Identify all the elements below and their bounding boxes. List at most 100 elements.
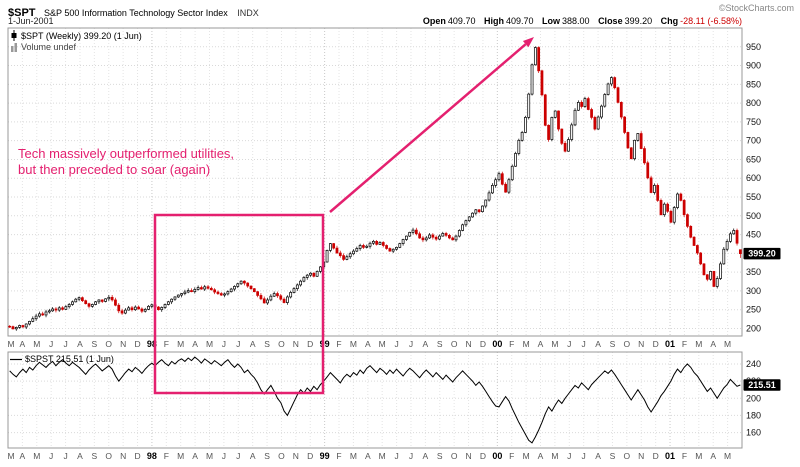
x-tick-label: A	[423, 339, 429, 349]
x-tick-label: A	[595, 451, 601, 461]
x-tick-label: A	[77, 451, 83, 461]
x-tick-label: J	[222, 451, 226, 461]
x-tick-label: D	[653, 451, 659, 461]
x-tick-label: A	[710, 339, 716, 349]
x-tick-label: M	[724, 339, 731, 349]
high-label: High	[483, 16, 504, 26]
annotation-text-line2: but then preceded to soar (again)	[18, 162, 211, 177]
x-tick-label: N	[293, 339, 299, 349]
x-tick-label: F	[336, 339, 341, 349]
x-tick-label: J	[236, 451, 240, 461]
change-label: Chg	[660, 16, 679, 26]
lower-line-series	[9, 356, 741, 444]
y-tick-label: 500	[746, 211, 761, 221]
svg-text:399.20: 399.20	[748, 249, 776, 259]
y-tick-label: 300	[746, 286, 761, 296]
x-tick-label: A	[192, 339, 198, 349]
x-tick-label: O	[451, 339, 458, 349]
x-tick-label: F	[509, 451, 514, 461]
x-tick-label: M	[206, 339, 213, 349]
x-tick-label: A	[250, 339, 256, 349]
svg-text:215.51: 215.51	[748, 380, 776, 390]
x-tick-label: F	[682, 451, 687, 461]
y-tick-label: 850	[746, 79, 761, 89]
x-tick-label: M	[350, 339, 357, 349]
ohlc-quote-line: Open 409.70 High 409.70 Low 388.00 Close 399…	[417, 16, 742, 26]
x-tick-label: F	[164, 339, 169, 349]
line-series-icon	[10, 358, 22, 360]
x-tick-label: N	[638, 451, 644, 461]
x-tick-label: 01	[665, 451, 675, 461]
x-tick-label: M	[724, 451, 731, 461]
gridlines	[8, 28, 742, 448]
x-tick-label: S	[610, 451, 616, 461]
x-tick-label: J	[394, 339, 398, 349]
x-tick-label: S	[264, 451, 270, 461]
x-tick-label: M	[7, 451, 14, 461]
annotation-text-line1: Tech massively outperformed utilities,	[18, 146, 235, 161]
main-plot-border	[7, 27, 743, 337]
x-tick-label: M	[7, 339, 14, 349]
main-legend-label: $SPT (Weekly) 399.20 (1 Jun)	[21, 30, 142, 41]
x-tick-label: M	[695, 451, 702, 461]
high-value: 409.70	[505, 16, 534, 26]
x-tick-label: A	[77, 339, 83, 349]
y-tick-label: 600	[746, 173, 761, 183]
x-tick-label: S	[92, 451, 98, 461]
x-tick-label: M	[523, 339, 530, 349]
x-tick-label: J	[63, 339, 67, 349]
y-tick-label: 800	[746, 98, 761, 108]
x-tick-label: 01	[665, 339, 675, 349]
x-tick-label: F	[164, 451, 169, 461]
x-tick-label: 99	[320, 339, 330, 349]
candlestick-icon	[11, 30, 17, 41]
copyright-notice: ©StockCharts.com	[718, 3, 794, 13]
x-tick-label: A	[538, 339, 544, 349]
x-tick-label: N	[465, 451, 471, 461]
x-tick-label: J	[567, 339, 571, 349]
x-tick-label: F	[682, 339, 687, 349]
x-tick-label: D	[134, 339, 140, 349]
y-tick-label: 950	[746, 42, 761, 52]
x-tick-label: M	[379, 339, 386, 349]
x-tick-label: M	[551, 451, 558, 461]
x-tick-label: D	[307, 451, 313, 461]
x-tick-label: A	[20, 339, 26, 349]
y-tick-label: 160	[746, 428, 761, 438]
x-tick-label: S	[610, 339, 616, 349]
x-tick-label: O	[624, 451, 631, 461]
x-tick-label: D	[307, 339, 313, 349]
x-tick-label: D	[134, 451, 140, 461]
y-tick-label: 900	[746, 61, 761, 71]
index-name: S&P 500 Information Technology Sector In…	[43, 8, 228, 18]
x-tick-label: F	[336, 451, 341, 461]
x-tick-label: M	[379, 451, 386, 461]
x-tick-label: J	[49, 451, 53, 461]
x-tick-label: J	[394, 451, 398, 461]
x-tick-label: J	[236, 339, 240, 349]
lower-legend-label: $SPST 215.51 (1 Jun)	[25, 354, 114, 364]
open-value: 409.70	[447, 16, 476, 26]
last-price-tag: 399.20	[743, 247, 781, 260]
y-axis-labels: 2002503003504004505005506006507007508008…	[746, 42, 761, 438]
x-tick-label: D	[480, 451, 486, 461]
x-tick-label: S	[92, 339, 98, 349]
volume-bars-icon	[11, 43, 17, 52]
chart-date: 1-Jun-2001	[8, 16, 54, 26]
x-tick-label: M	[177, 339, 184, 349]
x-tick-label: J	[49, 339, 53, 349]
x-tick-label: M	[695, 339, 702, 349]
y-tick-label: 700	[746, 136, 761, 146]
x-tick-label: M	[551, 339, 558, 349]
x-tick-label: A	[710, 451, 716, 461]
x-tick-label: N	[120, 339, 126, 349]
y-tick-label: 200	[746, 323, 761, 333]
x-tick-label: J	[63, 451, 67, 461]
x-tick-label: N	[120, 451, 126, 461]
x-tick-label: S	[437, 339, 443, 349]
chart-header: $SPT S&P 500 Information Technology Sect…	[8, 3, 259, 21]
x-tick-label: J	[409, 339, 413, 349]
x-tick-label: J	[567, 451, 571, 461]
